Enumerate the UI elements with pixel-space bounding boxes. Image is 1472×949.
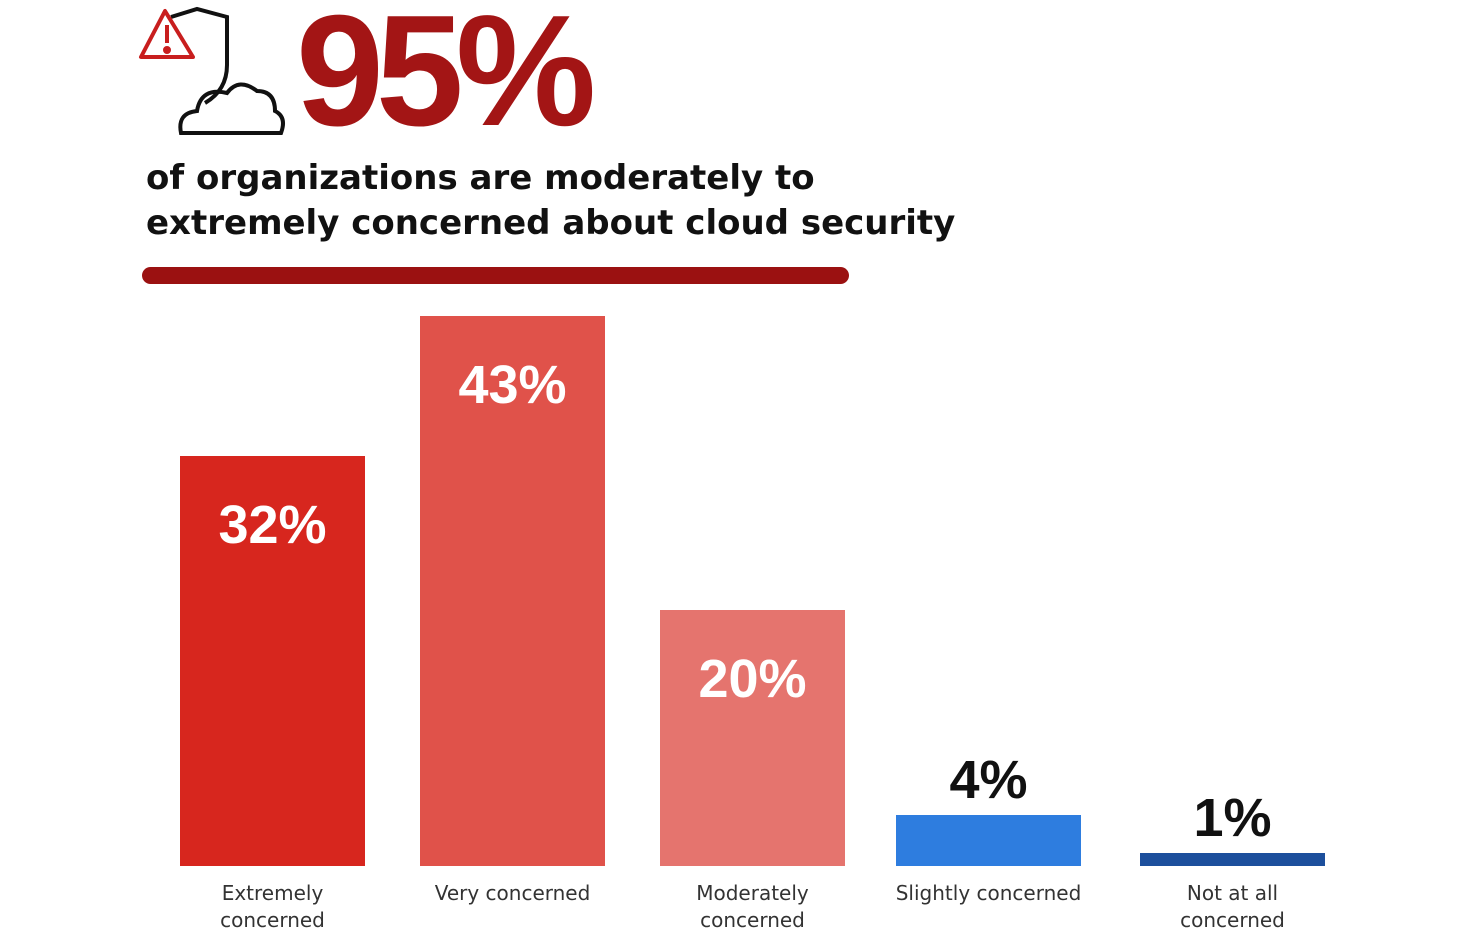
category-label: Moderately concerned [696,881,809,932]
bar [1140,853,1325,866]
bar [660,610,845,866]
divider [142,267,849,284]
subtitle: of organizations are moderately to extre… [146,158,956,243]
category-label: Very concerned [434,881,591,905]
category-label: Extremely concerned [220,881,325,932]
category-label: Not at all concerned [1180,881,1285,932]
headline-stat: 95% [296,0,596,159]
value-label: 1% [1193,788,1272,849]
bar [180,456,365,866]
bar [420,315,605,866]
bar [896,814,1081,866]
value-label: 4% [949,749,1028,810]
category-label: Slightly concerned [895,881,1082,905]
value-label: 20% [698,649,807,709]
value-label: 32% [218,495,327,556]
value-label: 43% [458,354,567,415]
cloud-security-icon [139,6,285,135]
